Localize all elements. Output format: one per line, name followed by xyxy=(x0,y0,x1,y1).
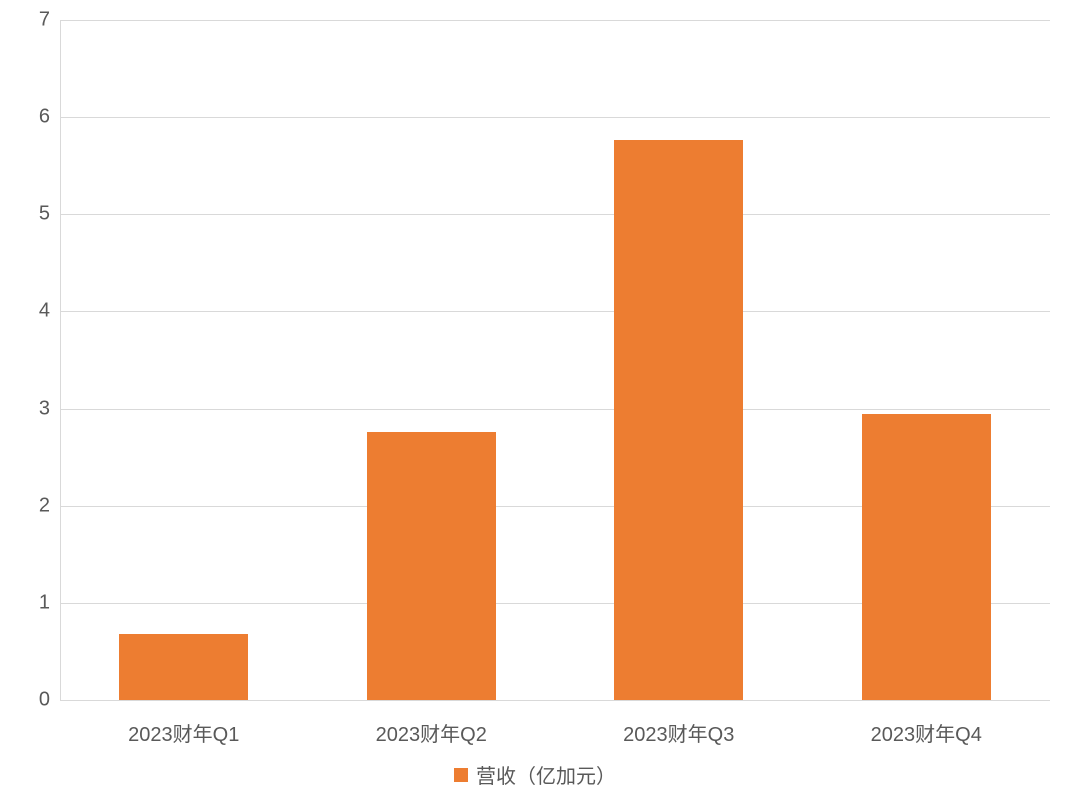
y-tick-label: 0 xyxy=(10,689,50,712)
y-tick-label: 3 xyxy=(10,397,50,420)
x-tick-label: 2023财年Q3 xyxy=(623,718,734,747)
gridline xyxy=(60,700,1050,701)
legend: 营收（亿加元） xyxy=(454,760,616,789)
y-axis-line xyxy=(60,20,61,700)
y-tick-label: 1 xyxy=(10,591,50,614)
x-tick-label: 2023财年Q4 xyxy=(871,718,982,747)
y-tick-label: 7 xyxy=(10,9,50,32)
legend-swatch xyxy=(454,768,468,782)
bar xyxy=(367,432,496,700)
revenue-bar-chart: 012345672023财年Q12023财年Q22023财年Q32023财年Q4… xyxy=(0,0,1070,802)
plot-area: 012345672023财年Q12023财年Q22023财年Q32023财年Q4 xyxy=(60,20,1050,700)
gridline xyxy=(60,214,1050,215)
y-tick-label: 2 xyxy=(10,494,50,517)
gridline xyxy=(60,409,1050,410)
x-tick-label: 2023财年Q2 xyxy=(376,718,487,747)
y-tick-label: 6 xyxy=(10,106,50,129)
y-tick-label: 4 xyxy=(10,300,50,323)
legend-label: 营收（亿加元） xyxy=(476,760,616,789)
x-tick-label: 2023财年Q1 xyxy=(128,718,239,747)
gridline xyxy=(60,117,1050,118)
y-tick-label: 5 xyxy=(10,203,50,226)
bar xyxy=(119,634,248,700)
bar xyxy=(614,140,743,700)
gridline xyxy=(60,311,1050,312)
bar xyxy=(862,414,991,700)
gridline xyxy=(60,20,1050,21)
